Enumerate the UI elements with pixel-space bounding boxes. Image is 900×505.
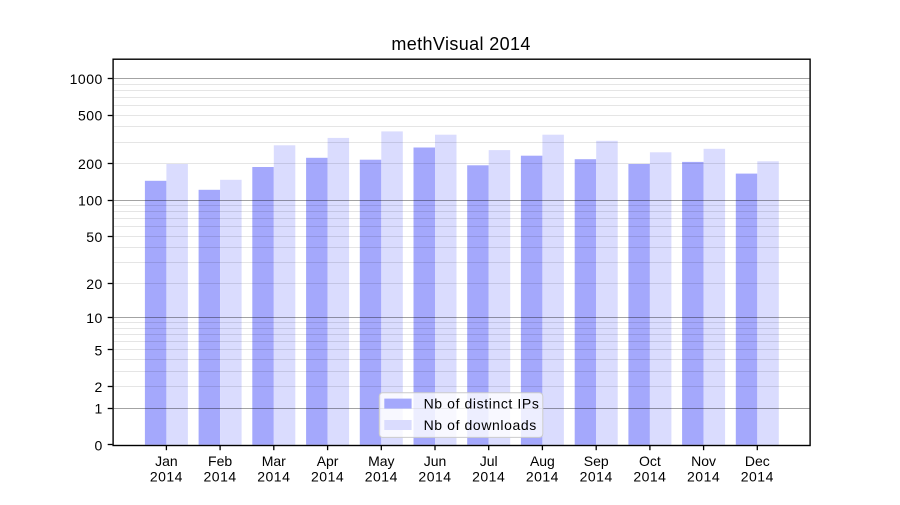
svg-text:Sep: Sep — [584, 453, 609, 469]
svg-text:Nb of distinct IPs: Nb of distinct IPs — [424, 396, 540, 412]
svg-text:2014: 2014 — [526, 469, 559, 485]
svg-text:Dec: Dec — [745, 453, 770, 469]
svg-text:0: 0 — [95, 437, 103, 453]
svg-text:May: May — [368, 453, 394, 469]
svg-text:Apr: Apr — [317, 453, 339, 469]
svg-text:2014: 2014 — [204, 469, 237, 485]
svg-text:2014: 2014 — [418, 469, 451, 485]
svg-text:2014: 2014 — [311, 469, 344, 485]
svg-text:Nov: Nov — [691, 453, 716, 469]
svg-text:100: 100 — [78, 193, 103, 209]
svg-text:Jun: Jun — [424, 453, 447, 469]
svg-text:2014: 2014 — [580, 469, 613, 485]
svg-text:Nb of downloads: Nb of downloads — [424, 417, 537, 433]
svg-text:2014: 2014 — [633, 469, 666, 485]
svg-text:20: 20 — [86, 276, 103, 292]
svg-text:Jul: Jul — [480, 453, 498, 469]
svg-text:2014: 2014 — [472, 469, 505, 485]
svg-text:1000: 1000 — [70, 71, 103, 87]
svg-text:methVisual 2014: methVisual 2014 — [391, 34, 530, 54]
svg-text:Oct: Oct — [639, 453, 661, 469]
svg-text:2014: 2014 — [257, 469, 290, 485]
svg-text:2014: 2014 — [741, 469, 774, 485]
svg-text:500: 500 — [78, 108, 103, 124]
svg-text:200: 200 — [78, 156, 103, 172]
svg-text:1: 1 — [95, 401, 103, 417]
svg-text:Feb: Feb — [208, 453, 232, 469]
svg-text:5: 5 — [95, 342, 103, 358]
svg-text:50: 50 — [86, 229, 103, 245]
svg-text:Mar: Mar — [262, 453, 286, 469]
svg-text:Jan: Jan — [155, 453, 178, 469]
svg-text:Aug: Aug — [530, 453, 555, 469]
svg-text:2014: 2014 — [687, 469, 720, 485]
svg-text:10: 10 — [86, 310, 103, 326]
svg-text:2014: 2014 — [365, 469, 398, 485]
svg-text:2: 2 — [95, 379, 103, 395]
svg-text:2014: 2014 — [150, 469, 183, 485]
